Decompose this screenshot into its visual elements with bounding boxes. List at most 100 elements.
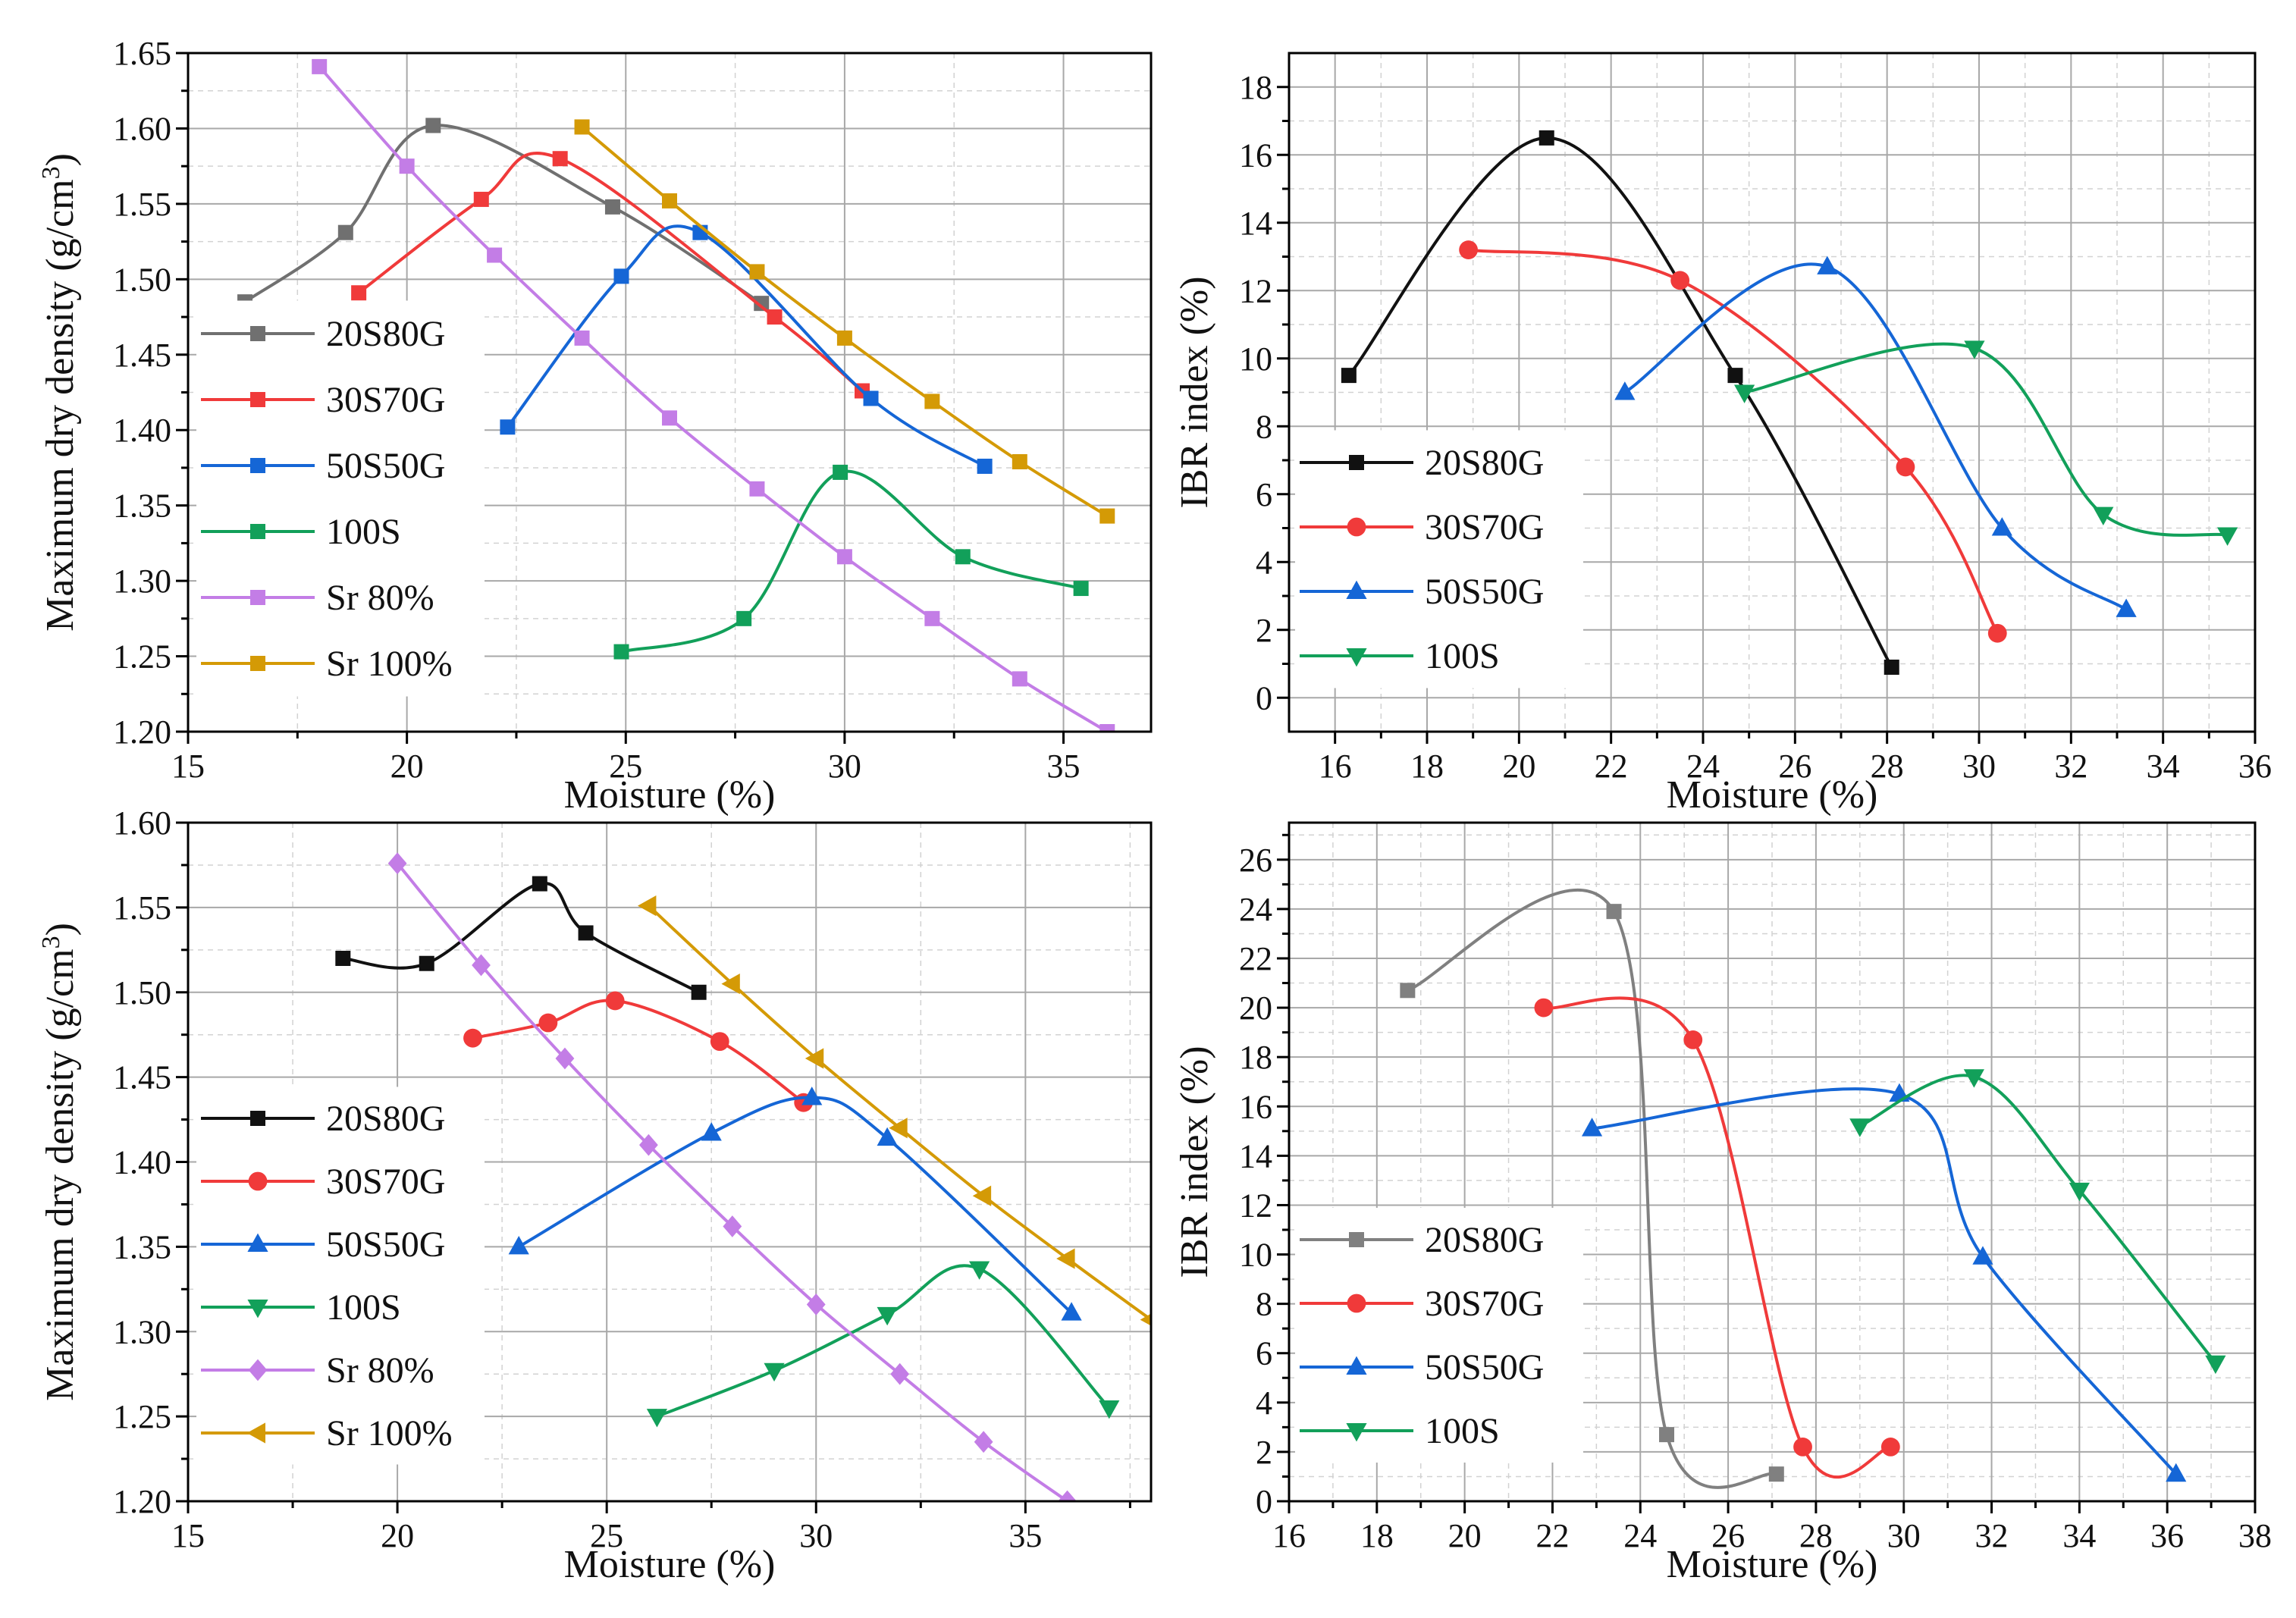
data-point-sr-80pct <box>890 1362 910 1385</box>
y-tick-label: 16 <box>1239 136 1272 174</box>
y-tick-label: 1.45 <box>113 1059 171 1096</box>
data-point-100s <box>736 610 752 626</box>
series-line-20s80g <box>243 124 763 305</box>
y-tick-label: 2 <box>1256 612 1272 649</box>
data-point-sr-80pct <box>555 1047 575 1070</box>
y-tick-label: 1.35 <box>113 488 171 525</box>
data-point-sr-100pct <box>574 119 590 135</box>
legend-label: 20S80G <box>1425 1220 1544 1260</box>
legend-label: Sr 80% <box>326 1350 434 1391</box>
series-50s50g <box>1614 256 2137 617</box>
series-line-20s80g <box>1407 888 1777 1489</box>
data-point-20s80g <box>335 951 351 966</box>
y-tick-label: 1.45 <box>113 337 171 374</box>
data-point-50s50g <box>977 458 993 474</box>
legend-marker <box>1346 1423 1367 1442</box>
legend: 20S80G 30S70G 50S50G 100S <box>1295 1208 1583 1463</box>
x-tick-label: 34 <box>2147 748 2180 785</box>
data-point-sr-80pct <box>1058 1490 1077 1501</box>
data-point-sr-100pct <box>749 264 765 280</box>
data-point-sr-100pct <box>1012 453 1027 469</box>
y-tick-label: 16 <box>1239 1088 1272 1125</box>
series-line-30s70g <box>1468 248 2000 635</box>
data-point-sr-100pct <box>836 330 852 346</box>
x-tick-label: 18 <box>1360 1517 1394 1554</box>
legend-item-100s: 100S <box>1300 636 1500 676</box>
data-point-30s70g <box>1683 1030 1703 1049</box>
y-axis-title: Maximum dry density (g/cm3) <box>37 923 83 1401</box>
data-point-50s50g <box>1991 517 2012 536</box>
legend-item-20s80g: 20S80G <box>1300 1220 1544 1260</box>
series-line-50s50g <box>1592 1087 2178 1475</box>
x-tick-label: 20 <box>1448 1517 1482 1554</box>
series-sr-100pct <box>574 119 1115 524</box>
legend-background <box>1295 430 1583 688</box>
data-point-50s50g <box>508 1235 529 1255</box>
x-tick-label: 16 <box>1319 748 1352 785</box>
plot-area <box>237 58 1115 732</box>
data-point-20s80g <box>1400 983 1416 999</box>
y-tick-label: 8 <box>1256 1286 1272 1323</box>
legend-label: 50S50G <box>1425 1347 1544 1388</box>
data-point-30s70g <box>605 991 625 1011</box>
x-tick-label: 30 <box>1962 748 1996 785</box>
y-axis-title-superscript: 3 <box>37 936 65 949</box>
y-axis-title-tail: ) <box>39 153 82 166</box>
y-tick-label: 1.55 <box>113 186 171 223</box>
x-tick-label: 16 <box>1272 1517 1306 1554</box>
series-50s50g <box>508 1087 1082 1321</box>
legend-item-sr-80pct: Sr 80% <box>201 1350 434 1391</box>
data-point-100s <box>764 1362 785 1382</box>
data-point-20s80g <box>1341 368 1357 384</box>
y-axis-title-text: Maximum dry density (g/cm <box>39 179 82 631</box>
data-point-sr-80pct <box>723 1215 742 1237</box>
x-tick-label: 15 <box>171 748 205 785</box>
legend-marker <box>250 392 265 407</box>
y-tick-label: 1.60 <box>113 110 171 147</box>
legend-label: 100S <box>1425 1411 1500 1451</box>
y-tick-label: 6 <box>1256 1335 1272 1372</box>
series-100s <box>1849 1069 2226 1375</box>
data-point-100s <box>646 1409 668 1428</box>
data-point-100s <box>955 549 971 565</box>
legend-item-30s70g: 30S70G <box>201 380 445 420</box>
x-tick-label: 25 <box>609 748 642 785</box>
axis-ticks <box>176 52 1065 744</box>
series-sr-80pct <box>387 852 1077 1501</box>
y-tick-label: 14 <box>1239 1137 1272 1174</box>
x-tick-label: 22 <box>1595 748 1628 785</box>
legend-item-20s80g: 20S80G <box>201 1099 445 1139</box>
legend-marker <box>250 458 265 473</box>
legend-label: 100S <box>1425 636 1500 676</box>
data-point-30s70g <box>1534 998 1554 1018</box>
data-point-100s <box>1963 1069 1984 1088</box>
chart-mdd-top: 15 20 25 30 35 1.20 1.25 1.30 1.35 1.40 1.45 1.50 1.… <box>37 35 1153 817</box>
legend-label: Sr 100% <box>326 644 453 684</box>
data-point-20s80g <box>1606 904 1622 920</box>
series-line-100s <box>1858 1074 2217 1364</box>
legend-item-sr-100pct: Sr 100% <box>201 644 453 684</box>
data-point-30s70g <box>767 309 783 325</box>
data-point-30s70g <box>351 285 367 301</box>
x-tick-label: 30 <box>828 748 861 785</box>
y-axis-title-superscript: 3 <box>37 166 65 179</box>
legend-item-sr-100pct: Sr 100% <box>201 1413 453 1453</box>
data-point-100s <box>1734 384 1755 403</box>
x-axis-title: Moisture (%) <box>1667 1543 1878 1586</box>
legend-item-sr-80pct: Sr 80% <box>201 578 434 618</box>
y-tick-label: 10 <box>1239 340 1272 378</box>
legend-marker <box>1346 648 1367 667</box>
x-tick-label: 20 <box>1502 748 1535 785</box>
chart-ibr-top: 16 18 20 22 24 26 28 30 32 34 36024681012141618Moi… <box>1173 52 2272 817</box>
data-point-100s <box>969 1261 990 1280</box>
axis-ticks <box>1277 86 2257 744</box>
series-line-sr-80pct <box>396 862 1068 1501</box>
data-point-sr-80pct <box>399 158 415 174</box>
y-tick-label: 1.50 <box>113 974 171 1011</box>
data-point-sr-80pct <box>1099 724 1115 732</box>
series-30s70g <box>463 991 814 1112</box>
axis-ticks <box>1277 833 2257 1513</box>
data-point-30s70g <box>1880 1438 1900 1457</box>
data-point-50s50g <box>1972 1246 1993 1265</box>
y-tick-label: 1.35 <box>113 1228 171 1265</box>
